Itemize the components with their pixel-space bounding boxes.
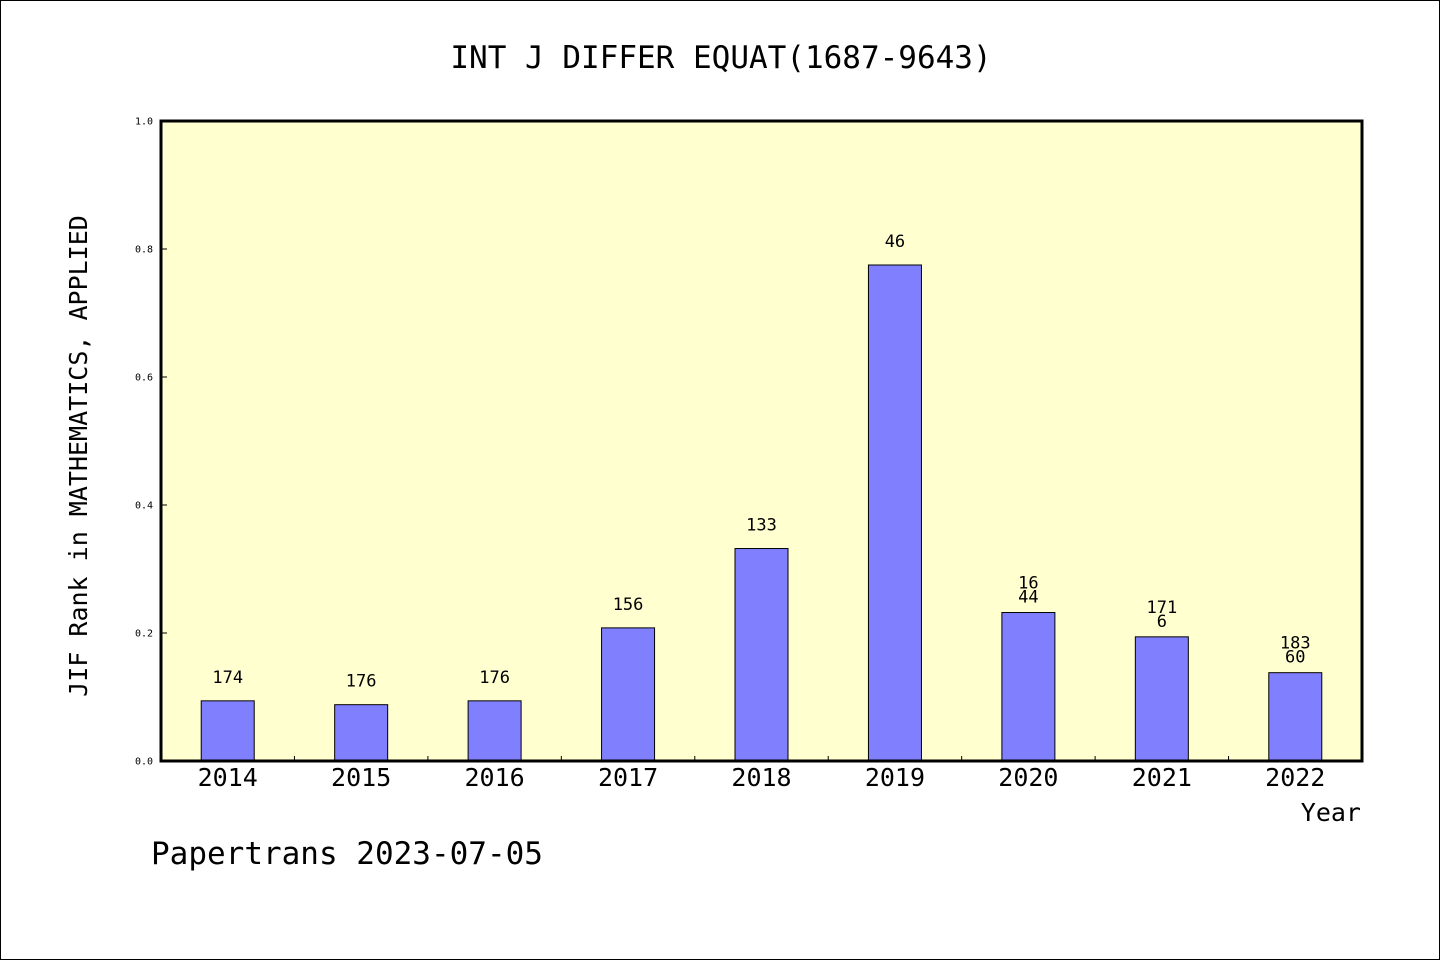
bar-data-label: 60: [1285, 648, 1305, 668]
bar-data-label: 156: [613, 595, 644, 615]
bar-data-label: 176: [479, 668, 510, 688]
y-tick-label: 0.0: [135, 757, 153, 768]
bar-2016: [467, 700, 522, 762]
bar-2015: [334, 704, 389, 762]
bar-2019: [867, 264, 922, 762]
x-tick-label: 2016: [465, 763, 525, 792]
x-tick-label: 2018: [731, 763, 791, 792]
bar-data-label: 176: [346, 672, 377, 692]
bars-layer: [200, 264, 1323, 762]
x-tick-label: 2020: [998, 763, 1058, 792]
bar-2022: [1268, 672, 1323, 762]
x-tick-label: 2014: [198, 763, 258, 792]
bar-2014: [200, 700, 255, 762]
bar-2021: [1134, 636, 1189, 762]
y-tick-label: 0.6: [135, 373, 153, 384]
bar-data-label: 16: [1018, 574, 1038, 594]
bar-data-label: 171: [1146, 598, 1177, 618]
bar-data-label: 183: [1280, 634, 1311, 654]
x-axis-label: Year: [1301, 798, 1361, 827]
y-axis-label: JIF Rank in MATHEMATICS, APPLIED: [64, 215, 93, 697]
y-tick-label: 0.8: [135, 245, 153, 256]
bar-data-label: 6: [1157, 612, 1167, 632]
bar-2020: [1001, 612, 1056, 762]
bar-data-label: 133: [746, 516, 777, 536]
y-tick-label: 0.4: [135, 501, 153, 512]
plot-border: [159, 119, 1364, 763]
y-axis: 0.0 0.2 0.4 0.6 0.8 1.0: [135, 117, 167, 768]
bar-data-label: 46: [885, 232, 905, 252]
bar-2018: [734, 548, 789, 762]
footer-credit: Papertrans 2023-07-05: [151, 836, 543, 872]
x-tick-label: 2015: [331, 763, 391, 792]
x-tick-label: 2022: [1265, 763, 1325, 792]
bar-data-label: 44: [1018, 588, 1038, 608]
x-axis: 2014 2015 2016 2017 2018 2019 2020 2021 2022: [198, 756, 1325, 792]
y-tick-label: 1.0: [135, 117, 153, 128]
bar-2017: [601, 627, 656, 762]
bar-data-label: 174: [212, 668, 243, 688]
chart-title: INT J DIFFER EQUAT(1687-9643): [450, 40, 991, 76]
x-tick-label: 2019: [865, 763, 925, 792]
x-tick-label: 2017: [598, 763, 658, 792]
y-tick-label: 0.2: [135, 629, 153, 640]
x-tick-label: 2021: [1132, 763, 1192, 792]
